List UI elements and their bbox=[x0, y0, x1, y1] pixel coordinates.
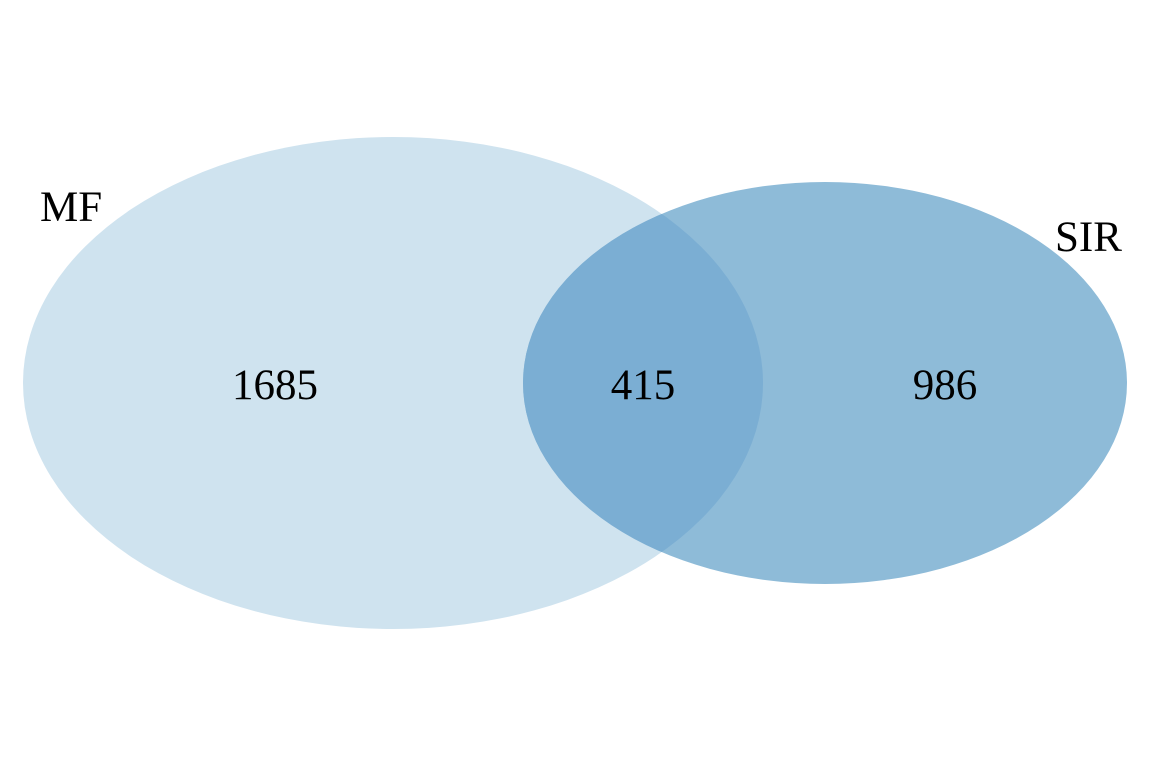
set-a-only-count: 1685 bbox=[232, 362, 318, 409]
set-a-ellipse bbox=[23, 137, 763, 629]
set-b-label: SIR bbox=[1055, 214, 1122, 261]
set-a-label: MF bbox=[40, 184, 102, 231]
set-b-only-count: 986 bbox=[913, 362, 978, 409]
intersection-region bbox=[523, 182, 763, 584]
intersection-count: 415 bbox=[611, 362, 676, 409]
